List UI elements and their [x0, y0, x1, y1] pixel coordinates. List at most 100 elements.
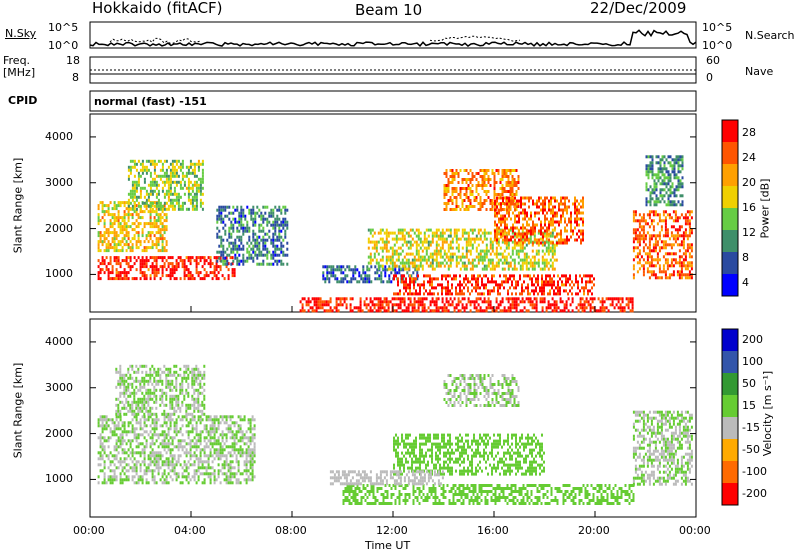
velocity-cell — [175, 424, 178, 428]
power-cell — [334, 268, 337, 272]
power-cell — [529, 264, 532, 268]
power-cell — [153, 265, 156, 269]
power-cell — [332, 274, 335, 278]
power-cell — [254, 244, 257, 248]
power-cell — [451, 258, 454, 262]
power-cell — [153, 168, 156, 172]
power-cell — [483, 199, 486, 202]
power-cell — [505, 169, 508, 172]
power-cell — [435, 243, 438, 247]
power-cell — [531, 280, 533, 284]
power-cell — [365, 303, 368, 307]
power-cell — [236, 256, 239, 260]
power-cell — [366, 265, 369, 269]
velocity-cell — [115, 448, 118, 452]
power-cell — [632, 213, 635, 217]
power-cell — [258, 262, 261, 266]
power-cell — [615, 303, 618, 307]
velocity-cell — [131, 439, 134, 443]
power-cell — [625, 297, 628, 301]
power-cell — [541, 267, 544, 271]
velocity-cell — [199, 442, 202, 446]
power-cell — [238, 223, 241, 227]
power-cell — [159, 234, 162, 238]
power-cell — [193, 259, 196, 263]
power-cell — [556, 214, 558, 218]
power-cell — [680, 213, 683, 217]
power-cell — [369, 228, 372, 232]
power-cell — [246, 250, 249, 254]
power-cell — [127, 219, 130, 223]
power-cell — [465, 178, 468, 181]
power-cell — [342, 277, 345, 281]
power-cell — [524, 217, 526, 221]
velocity-cell — [133, 427, 136, 431]
power-cell — [105, 228, 108, 232]
power-cell — [282, 223, 285, 227]
power-cell — [632, 240, 635, 244]
velocity-cell — [119, 439, 122, 443]
power-cell — [107, 210, 110, 214]
power-cell — [165, 228, 168, 232]
power-cell — [520, 238, 522, 242]
power-cell — [519, 292, 521, 296]
power-cell — [413, 280, 415, 284]
power-cell — [485, 264, 488, 268]
power-cell — [667, 161, 670, 165]
velocity-cell — [97, 475, 100, 479]
power-cell — [459, 196, 462, 199]
velocity-cell — [99, 418, 102, 422]
power-cell — [523, 255, 526, 259]
power-cell — [230, 211, 233, 215]
power-cell — [574, 199, 576, 203]
power-cell — [511, 306, 514, 310]
velocity-cell — [103, 415, 106, 419]
power-cell — [383, 243, 386, 247]
power-cell — [562, 208, 564, 212]
power-cell — [632, 216, 635, 220]
power-cell — [661, 188, 664, 192]
power-cell — [503, 208, 506, 211]
power-cell — [557, 306, 560, 310]
velocity-cell — [151, 478, 154, 482]
power-cell — [238, 217, 241, 221]
power-cell — [536, 241, 538, 245]
power-cell — [133, 195, 136, 199]
power-cell — [679, 185, 682, 189]
power-cell — [551, 261, 554, 265]
power-cell — [513, 193, 516, 196]
power-cell — [256, 262, 259, 266]
power-cell — [686, 246, 689, 250]
power-cell — [139, 259, 142, 263]
power-cell — [589, 303, 592, 307]
power-cell — [532, 199, 534, 203]
velocity-cell — [189, 457, 192, 461]
power-cell — [177, 180, 180, 184]
power-cell — [508, 199, 510, 203]
power-cell — [227, 268, 230, 272]
power-cell — [511, 193, 514, 196]
power-cell — [681, 203, 684, 207]
power-cell — [441, 289, 443, 293]
power-cell — [451, 240, 454, 244]
power-cell — [660, 270, 663, 274]
power-cell — [577, 283, 579, 287]
velocity-cell — [101, 454, 104, 458]
power-cell — [489, 261, 492, 265]
power-cell — [322, 265, 325, 269]
power-cell — [533, 267, 536, 271]
power-cell — [280, 208, 283, 212]
power-cell — [533, 306, 536, 310]
power-cell — [195, 256, 198, 260]
power-cell — [131, 265, 134, 269]
power-cell — [113, 234, 116, 238]
power-cell — [415, 228, 418, 232]
power-cell — [451, 246, 454, 250]
power-cell — [496, 226, 498, 230]
power-cell — [674, 258, 677, 262]
power-cell — [459, 258, 462, 262]
power-cell — [650, 222, 653, 226]
power-cell — [185, 171, 188, 175]
power-cell — [479, 255, 482, 259]
power-cell — [495, 252, 498, 256]
